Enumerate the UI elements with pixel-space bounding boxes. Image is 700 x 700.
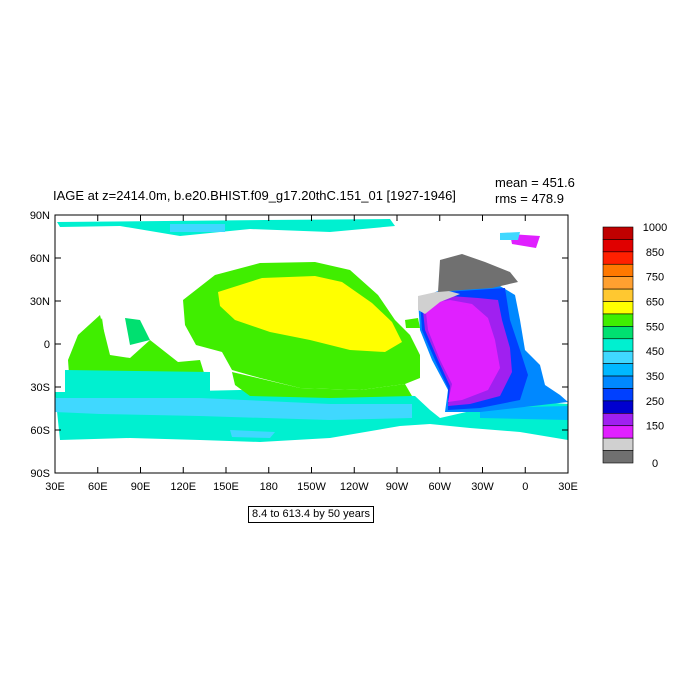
lon-tick-label: 0	[522, 481, 528, 493]
colorbar-swatch	[602, 400, 634, 414]
colorbar-label: 350	[646, 371, 664, 383]
colorbar-swatch	[602, 437, 634, 451]
lon-tick-label: 60W	[428, 481, 451, 493]
colorbar-swatch	[602, 288, 634, 302]
colorbar-swatch	[602, 239, 634, 253]
rms-value: rms = 478.9	[495, 191, 565, 206]
colorbar-label: 750	[646, 272, 664, 284]
colorbar-swatch	[602, 413, 634, 427]
lon-tick-label: 30E	[558, 481, 578, 493]
colorbar-swatch	[602, 226, 634, 240]
colorbar-swatch	[602, 350, 634, 364]
mean-value: mean = 451.6	[495, 175, 575, 190]
colorbar-swatch	[602, 375, 634, 389]
colorbar-label: 650	[646, 297, 664, 309]
colorbar-swatch	[602, 301, 634, 315]
ocean-field	[55, 219, 568, 442]
colorbar-swatch	[602, 450, 634, 464]
lon-tick-label: 90W	[386, 481, 409, 493]
lon-tick-label: 30W	[471, 481, 494, 493]
map-title: IAGE at z=2414.0m, b.e20.BHIST.f09_g17.2…	[53, 188, 456, 203]
lat-tick-label: 30S	[30, 382, 50, 394]
colorbar-label: 250	[646, 396, 664, 408]
colorbar-label: 150	[646, 421, 664, 433]
colorbar-swatch	[602, 276, 634, 290]
lat-tick-label: 90N	[30, 210, 50, 222]
colorbar-label: 450	[646, 346, 664, 358]
colorbar-swatch	[602, 313, 634, 327]
colorbar-swatch	[602, 263, 634, 277]
lon-tick-label: 120W	[340, 481, 369, 493]
lat-tick-label: 30N	[30, 296, 50, 308]
lat-tick-label: 60S	[30, 425, 50, 437]
colorbar	[602, 226, 634, 464]
lat-tick-label: 0	[44, 339, 50, 351]
colorbar-swatch	[602, 326, 634, 340]
lon-tick-label: 180	[260, 481, 278, 493]
colorbar-swatch	[602, 251, 634, 265]
lon-tick-label: 150E	[213, 481, 239, 493]
colorbar-swatch	[602, 425, 634, 439]
colorbar-swatch	[602, 388, 634, 402]
colorbar-swatch	[602, 363, 634, 377]
colorbar-label: 1000	[643, 222, 667, 234]
lon-tick-label: 150W	[297, 481, 326, 493]
colorbar-swatch	[602, 338, 634, 352]
lon-tick-label: 120E	[170, 481, 196, 493]
colorbar-label: 550	[646, 321, 664, 333]
colorbar-label: 850	[646, 247, 664, 259]
lat-tick-label: 60N	[30, 253, 50, 265]
lon-tick-label: 30E	[45, 481, 65, 493]
colorbar-label: 0	[652, 458, 658, 470]
contour-info-box: 8.4 to 613.4 by 50 years	[248, 506, 374, 523]
lat-tick-label: 90S	[30, 468, 50, 480]
lon-tick-label: 90E	[131, 481, 151, 493]
lon-tick-label: 60E	[88, 481, 108, 493]
